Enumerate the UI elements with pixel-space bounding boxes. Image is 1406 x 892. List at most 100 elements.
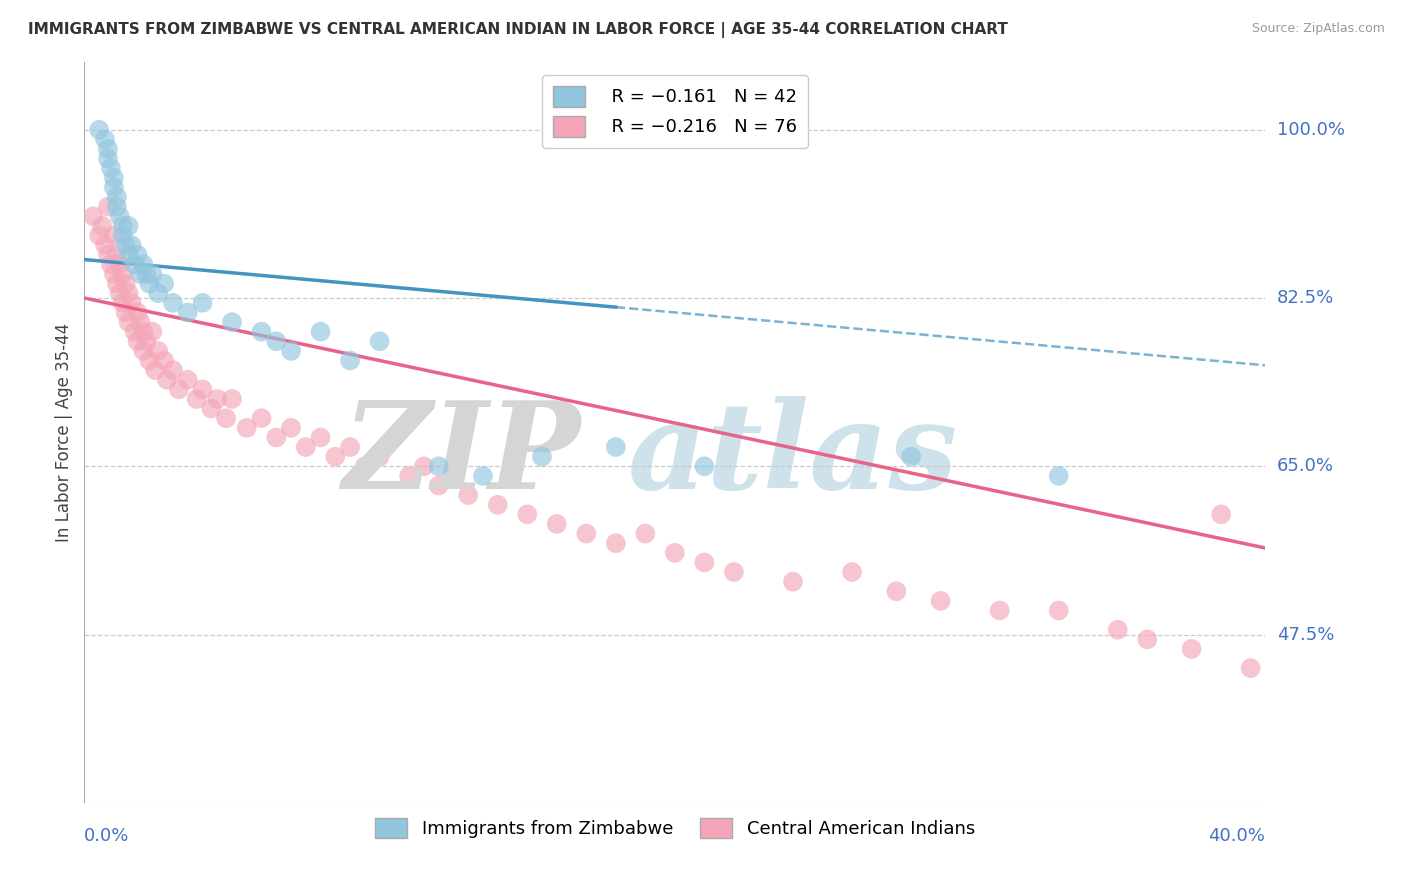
Point: [148, 343, 170, 358]
Point: [413, 459, 436, 474]
Point: [135, 334, 157, 349]
Point: [103, 180, 125, 194]
Text: atlas: atlas: [628, 395, 957, 514]
Point: [124, 325, 146, 339]
Point: [141, 267, 163, 281]
Point: [94, 238, 117, 252]
Point: [108, 209, 131, 223]
Point: [457, 488, 479, 502]
Point: [221, 315, 243, 329]
Point: [111, 228, 134, 243]
Point: [138, 353, 160, 368]
Point: [141, 325, 163, 339]
Point: [191, 295, 214, 310]
Point: [486, 498, 509, 512]
Point: [97, 248, 120, 262]
Point: [1047, 603, 1070, 617]
Point: [108, 257, 131, 271]
Point: [103, 228, 125, 243]
Point: [114, 305, 136, 319]
Point: [664, 546, 686, 560]
Legend: Immigrants from Zimbabwe, Central American Indians: Immigrants from Zimbabwe, Central Americ…: [367, 810, 983, 846]
Point: [129, 267, 152, 281]
Point: [118, 286, 141, 301]
Point: [91, 219, 114, 233]
Text: Source: ZipAtlas.com: Source: ZipAtlas.com: [1251, 22, 1385, 36]
Point: [266, 334, 288, 349]
Point: [295, 440, 318, 454]
Point: [114, 277, 136, 291]
Point: [605, 536, 627, 550]
Point: [186, 392, 208, 406]
Point: [114, 238, 136, 252]
Point: [105, 277, 128, 291]
Point: [100, 257, 122, 271]
Point: [1136, 632, 1159, 647]
Point: [1047, 469, 1070, 483]
Point: [575, 526, 598, 541]
Point: [127, 334, 149, 349]
Point: [280, 343, 302, 358]
Point: [427, 459, 450, 474]
Point: [900, 450, 922, 464]
Point: [153, 277, 176, 291]
Point: [516, 508, 538, 522]
Point: [215, 411, 238, 425]
Point: [111, 295, 134, 310]
Point: [531, 450, 554, 464]
Point: [250, 411, 273, 425]
Point: [127, 305, 149, 319]
Point: [200, 401, 222, 416]
Point: [177, 373, 200, 387]
Point: [87, 122, 111, 136]
Point: [546, 516, 568, 531]
Point: [132, 325, 155, 339]
Point: [339, 353, 361, 368]
Text: 40.0%: 40.0%: [1209, 827, 1265, 845]
Text: 0.0%: 0.0%: [84, 827, 129, 845]
Point: [368, 450, 391, 464]
Point: [221, 392, 243, 406]
Point: [693, 556, 716, 570]
Text: 82.5%: 82.5%: [1277, 289, 1334, 307]
Point: [605, 440, 627, 454]
Point: [135, 267, 157, 281]
Point: [693, 459, 716, 474]
Point: [309, 430, 332, 444]
Point: [129, 315, 152, 329]
Point: [929, 594, 952, 608]
Point: [191, 382, 214, 396]
Point: [132, 343, 155, 358]
Text: 100.0%: 100.0%: [1277, 120, 1346, 139]
Point: [97, 200, 120, 214]
Point: [121, 295, 143, 310]
Point: [472, 469, 495, 483]
Y-axis label: In Labor Force | Age 35-44: In Labor Force | Age 35-44: [55, 323, 73, 542]
Point: [1211, 508, 1233, 522]
Point: [103, 170, 125, 185]
Text: IMMIGRANTS FROM ZIMBABWE VS CENTRAL AMERICAN INDIAN IN LABOR FORCE | AGE 35-44 C: IMMIGRANTS FROM ZIMBABWE VS CENTRAL AMER…: [28, 22, 1008, 38]
Point: [162, 295, 184, 310]
Point: [118, 248, 141, 262]
Point: [97, 152, 120, 166]
Point: [156, 373, 179, 387]
Point: [153, 353, 176, 368]
Point: [118, 219, 141, 233]
Point: [177, 305, 200, 319]
Point: [167, 382, 190, 396]
Point: [354, 459, 377, 474]
Point: [132, 257, 155, 271]
Point: [105, 190, 128, 204]
Text: 65.0%: 65.0%: [1277, 458, 1334, 475]
Point: [1181, 642, 1204, 657]
Point: [782, 574, 804, 589]
Point: [105, 248, 128, 262]
Point: [368, 334, 391, 349]
Point: [1240, 661, 1263, 675]
Point: [118, 315, 141, 329]
Point: [309, 325, 332, 339]
Point: [325, 450, 347, 464]
Point: [82, 209, 104, 223]
Point: [236, 421, 259, 435]
Point: [127, 248, 149, 262]
